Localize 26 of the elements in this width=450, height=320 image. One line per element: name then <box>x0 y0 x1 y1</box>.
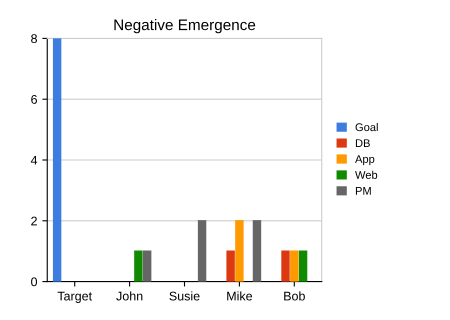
legend-label: Goal <box>356 122 378 132</box>
x-tick-label: Target <box>58 292 92 303</box>
bar <box>290 250 299 282</box>
legend-label: DB <box>356 139 370 147</box>
chart-title: Negative Emergence <box>114 18 256 34</box>
y-tick-label: 4 <box>30 156 38 165</box>
bar <box>226 250 235 282</box>
bar <box>198 220 206 282</box>
bar <box>252 220 262 282</box>
x-tick-label: John <box>116 291 142 301</box>
bar <box>134 250 143 282</box>
bar <box>142 250 152 282</box>
bar <box>235 220 244 282</box>
legend-label: PM <box>356 187 371 195</box>
y-tick-label: 6 <box>31 95 37 104</box>
bar <box>52 38 62 282</box>
x-tick-label: Susie <box>169 291 200 301</box>
x-tick-label: Bob <box>284 291 305 301</box>
legend-label: Web <box>355 170 378 179</box>
y-tick-label: 8 <box>31 34 37 44</box>
bar <box>298 250 308 282</box>
y-tick-label: 0 <box>31 277 38 286</box>
x-tick-label: Mike <box>227 291 252 301</box>
y-tick-label: 2 <box>31 216 37 226</box>
bar <box>281 250 290 282</box>
legend-label: App <box>355 155 374 166</box>
